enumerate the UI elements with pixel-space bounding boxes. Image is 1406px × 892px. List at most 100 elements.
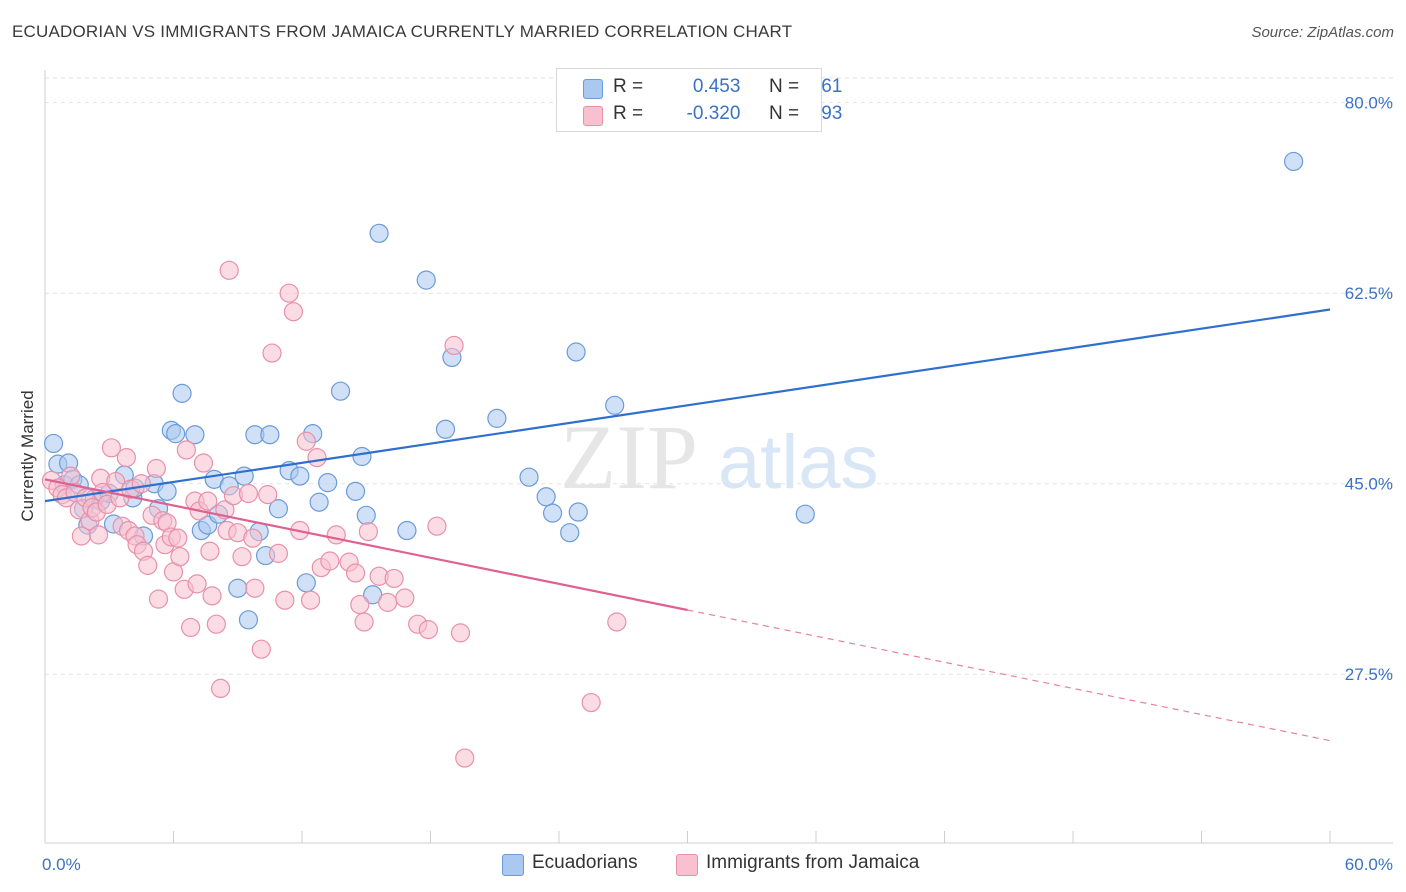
point-ecuadorians [157, 481, 177, 501]
point-jamaica [326, 525, 346, 545]
legend-r-label: R = [613, 76, 644, 97]
point-jamaica [450, 623, 471, 643]
y-tick-label: 45.0% [1345, 475, 1393, 494]
point-jamaica [581, 692, 601, 713]
point-jamaica [427, 516, 447, 536]
point-jamaica [350, 594, 370, 615]
legend-swatch-blue [583, 79, 603, 99]
point-jamaica [193, 453, 214, 473]
point-jamaica [202, 586, 222, 606]
point-ecuadorians [318, 473, 338, 493]
point-jamaica [345, 563, 366, 583]
legend-n-label: N = [768, 103, 800, 124]
point-ecuadorians [296, 573, 316, 593]
point-ecuadorians [536, 487, 556, 507]
axes [44, 70, 1393, 844]
point-jamaica [187, 574, 207, 594]
source-label: Source: ZipAtlas.com [1251, 24, 1394, 41]
x-tick-label: 0.0% [42, 855, 81, 874]
point-ecuadorians [560, 523, 580, 543]
point-jamaica [88, 525, 109, 545]
point-jamaica [378, 592, 398, 612]
y-tick-label: 80.0% [1345, 94, 1393, 113]
point-jamaica [358, 522, 378, 542]
point-jamaica [300, 590, 321, 610]
trend-lines [44, 308, 1331, 742]
legend-r-value: -0.320 [686, 103, 741, 124]
point-jamaica [395, 588, 415, 608]
point-ecuadorians [397, 520, 417, 541]
point-ecuadorians [795, 504, 815, 524]
point-ecuadorians [166, 424, 186, 444]
point-jamaica [384, 568, 404, 589]
legend-swatch-pink [583, 106, 603, 126]
point-ecuadorians [290, 466, 310, 486]
point-ecuadorians [330, 381, 351, 401]
point-jamaica [238, 483, 259, 504]
y-tick-label: 62.5% [1345, 284, 1393, 303]
bottom-legend-label: Ecuadorians [532, 852, 638, 873]
point-jamaica [354, 612, 374, 632]
point-ecuadorians [352, 446, 372, 467]
point-ecuadorians [260, 425, 280, 445]
point-jamaica [296, 431, 316, 451]
y-tick-label: 27.5% [1345, 665, 1393, 684]
point-jamaica [262, 343, 282, 363]
point-jamaica [283, 302, 304, 322]
legend-r-label: R = [613, 103, 644, 124]
point-jamaica [176, 440, 196, 460]
point-jamaica [418, 620, 438, 640]
point-jamaica [168, 528, 188, 548]
bottom-legend-label: Immigrants from Jamaica [706, 852, 920, 873]
point-jamaica [245, 578, 265, 598]
point-jamaica [607, 612, 627, 632]
axis-labels: 80.0% 62.5% 45.0% 27.5% 0.0% 60.0% Currently M… [18, 94, 1393, 874]
bottom-legend-swatch-pink [676, 854, 698, 876]
point-ecuadorians [268, 499, 289, 519]
point-ecuadorians [568, 502, 588, 522]
point-ecuadorians [309, 492, 329, 512]
point-ecuadorians [605, 395, 625, 415]
point-jamaica [444, 335, 464, 356]
point-jamaica [200, 541, 220, 561]
point-jamaica [148, 589, 169, 609]
point-ecuadorians [43, 433, 64, 454]
point-ecuadorians [519, 467, 539, 487]
point-jamaica [268, 543, 289, 563]
legend-n-label: N = [768, 76, 800, 97]
point-jamaica [198, 491, 218, 511]
point-ecuadorians [1283, 151, 1304, 172]
trend-line-jamaica [44, 478, 688, 612]
point-jamaica [206, 614, 226, 634]
data-points [41, 151, 1304, 768]
point-ecuadorians [487, 408, 507, 428]
trend-line-ecuadorians [44, 308, 1331, 503]
point-ecuadorians [416, 270, 436, 290]
watermark-atlas: atlas [718, 420, 879, 505]
point-jamaica [279, 283, 299, 303]
point-ecuadorians [356, 505, 376, 525]
point-jamaica [219, 260, 239, 280]
point-ecuadorians [172, 383, 192, 403]
point-ecuadorians [238, 610, 259, 630]
point-ecuadorians [542, 503, 563, 523]
point-ecuadorians [228, 578, 248, 598]
legend-r-value: 0.453 [692, 76, 741, 97]
point-jamaica [170, 547, 190, 567]
point-jamaica [275, 590, 295, 610]
point-jamaica [101, 438, 121, 458]
bottom-legend-swatch-blue [502, 854, 524, 876]
point-jamaica [131, 474, 151, 494]
point-jamaica [211, 678, 231, 699]
point-jamaica [232, 547, 252, 567]
point-jamaica [307, 447, 327, 468]
point-jamaica [116, 447, 136, 468]
point-jamaica [258, 485, 278, 505]
point-jamaica [455, 748, 475, 768]
legend-n-value: 93 [821, 103, 843, 124]
point-ecuadorians [185, 425, 205, 445]
y-axis-title: Currently Married [18, 390, 37, 521]
point-ecuadorians [363, 585, 383, 605]
point-jamaica [181, 617, 201, 638]
point-ecuadorians [566, 342, 586, 362]
